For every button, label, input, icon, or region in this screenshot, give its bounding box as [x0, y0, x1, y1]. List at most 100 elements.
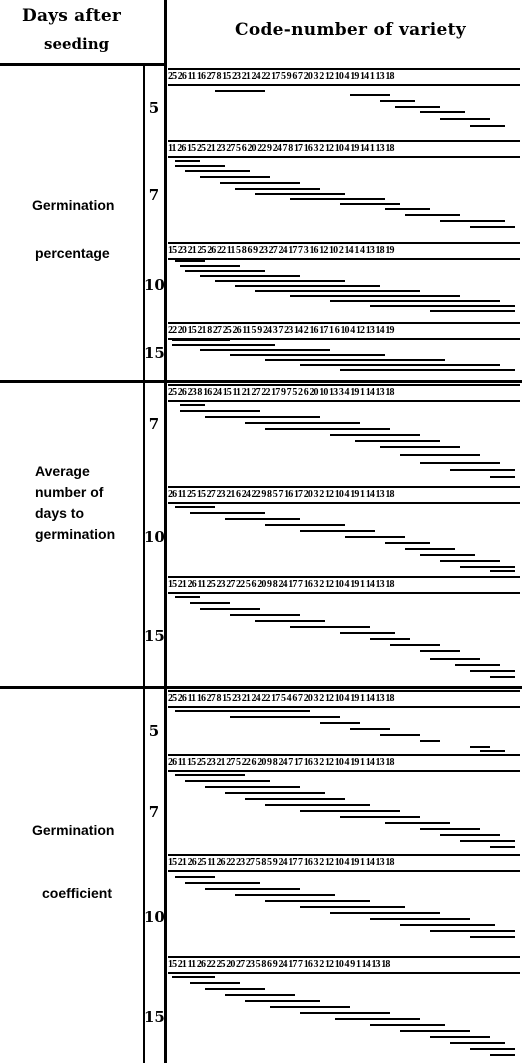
grouping-line: [290, 295, 460, 297]
grouping-line: [175, 876, 215, 878]
grouping-line: [430, 310, 515, 312]
grouping-line: [430, 658, 480, 660]
grouping-line: [200, 349, 330, 351]
grouping-line: [255, 193, 345, 195]
ranking-panel: 26 11 25 15 27 23 21 6 24 22 9 8 5 7 16 …: [166, 486, 520, 574]
grouping-line: [245, 422, 360, 424]
grouping-line: [190, 982, 240, 984]
grouping-line: [200, 275, 300, 277]
group-label-germination-percentage: Germination percentage: [32, 195, 114, 264]
ranking-panel: 15 21 26 11 25 23 27 22 5 6 20 9 8 24 17…: [166, 576, 520, 684]
variety-code-row: 15 23 21 25 26 22 11 5 8 6 9 23 27 24 17…: [168, 242, 520, 260]
grouping-line: [405, 548, 455, 550]
grouping-line: [470, 670, 515, 672]
grouping-line: [345, 536, 405, 538]
grouping-line: [300, 810, 400, 812]
grouping-line: [330, 912, 440, 914]
day-number: 15: [144, 1008, 165, 1026]
grouping-line: [265, 428, 390, 430]
grouping-line: [190, 602, 230, 604]
group-label-line: number of: [35, 484, 104, 500]
grouping-line: [380, 446, 460, 448]
grouping-line: [235, 894, 335, 896]
ranking-panel: 25 26 23 8 16 24 15 11 21 27 22 17 9 7 5…: [166, 384, 520, 484]
grouping-line: [455, 664, 500, 666]
header-days-after-seeding: Days after seeding: [0, 0, 164, 66]
grouping-line: [180, 410, 260, 412]
grouping-line: [172, 344, 275, 346]
grouping-line: [440, 560, 500, 562]
grouping-line: [440, 118, 490, 120]
grouping-line: [205, 888, 300, 890]
grouping-line: [205, 416, 320, 418]
divider-vertical-main: [164, 0, 167, 1063]
grouping-line: [385, 208, 430, 210]
grouping-line: [470, 746, 490, 748]
variety-code-row: 15 21 11 26 22 25 20 27 23 5 8 6 9 24 17…: [168, 956, 520, 974]
day-number: 5: [148, 722, 160, 740]
grouping-line: [440, 220, 505, 222]
grouping-line: [225, 994, 295, 996]
day-number: 10: [144, 276, 165, 294]
grouping-line: [245, 798, 345, 800]
grouping-line: [220, 182, 300, 184]
grouping-line: [395, 106, 440, 108]
grouping-line: [370, 1024, 445, 1026]
grouping-line: [480, 750, 505, 752]
grouping-line: [265, 524, 345, 526]
grouping-line: [355, 440, 440, 442]
grouping-line: [300, 364, 500, 366]
variety-code-row: 22 20 15 21 8 27 25 26 11 5 9 24 3 7 23 …: [168, 322, 520, 340]
grouping-line: [205, 988, 265, 990]
grouping-line: [420, 554, 475, 556]
grouping-line: [205, 786, 300, 788]
grouping-line: [230, 716, 340, 718]
grouping-line: [300, 1012, 390, 1014]
grouping-line: [380, 734, 420, 736]
grouping-line: [380, 100, 415, 102]
grouping-line: [185, 780, 270, 782]
grouping-line: [175, 165, 225, 167]
grouping-line: [335, 1018, 420, 1020]
grouping-line: [340, 369, 515, 371]
grouping-line: [175, 506, 215, 508]
grouping-line: [400, 1030, 470, 1032]
grouping-line: [420, 111, 465, 113]
grouping-line: [430, 1036, 490, 1038]
grouping-line: [185, 170, 250, 172]
group-label-line: Germination: [32, 197, 115, 213]
group-label-line: Average: [35, 463, 90, 479]
group-label-line: germination: [35, 526, 116, 542]
grouping-line: [270, 1006, 350, 1008]
grouping-line: [490, 476, 515, 478]
group-label-line: coefficient: [42, 885, 113, 901]
grouping-line: [190, 512, 265, 514]
grouping-line: [340, 632, 395, 634]
header-code-number-title: Code-number of variety: [235, 20, 466, 40]
grouping-line: [330, 300, 500, 302]
ranking-panel: 15 23 21 25 26 22 11 5 8 6 9 23 27 24 17…: [166, 242, 520, 322]
grouping-line: [420, 828, 480, 830]
grouping-line: [320, 722, 360, 724]
grouping-line: [185, 882, 260, 884]
grouping-line: [470, 226, 515, 228]
day-number: 7: [148, 186, 160, 204]
variety-code-row: 25 26 11 16 27 8 15 23 21 24 22 17 5 9 6…: [168, 68, 520, 86]
grouping-line: [245, 1000, 320, 1002]
grouping-line: [390, 644, 440, 646]
grouping-line: [200, 608, 260, 610]
grouping-line: [370, 918, 470, 920]
grouping-line: [215, 90, 265, 92]
ranking-panel: 25 26 11 16 27 8 15 23 21 24 22 17 5 4 6…: [166, 690, 520, 752]
grouping-line: [450, 1042, 505, 1044]
grouping-line: [450, 469, 515, 471]
grouping-line: [175, 596, 200, 598]
grouping-line: [235, 285, 380, 287]
grouping-line: [175, 260, 205, 262]
day-number: 7: [148, 803, 160, 821]
group-label-line: days to: [35, 505, 85, 521]
group-label-average-days: Average number of days to germination: [35, 461, 115, 545]
grouping-line: [470, 125, 505, 127]
grouping-line: [255, 620, 325, 622]
grouping-line: [490, 676, 515, 678]
